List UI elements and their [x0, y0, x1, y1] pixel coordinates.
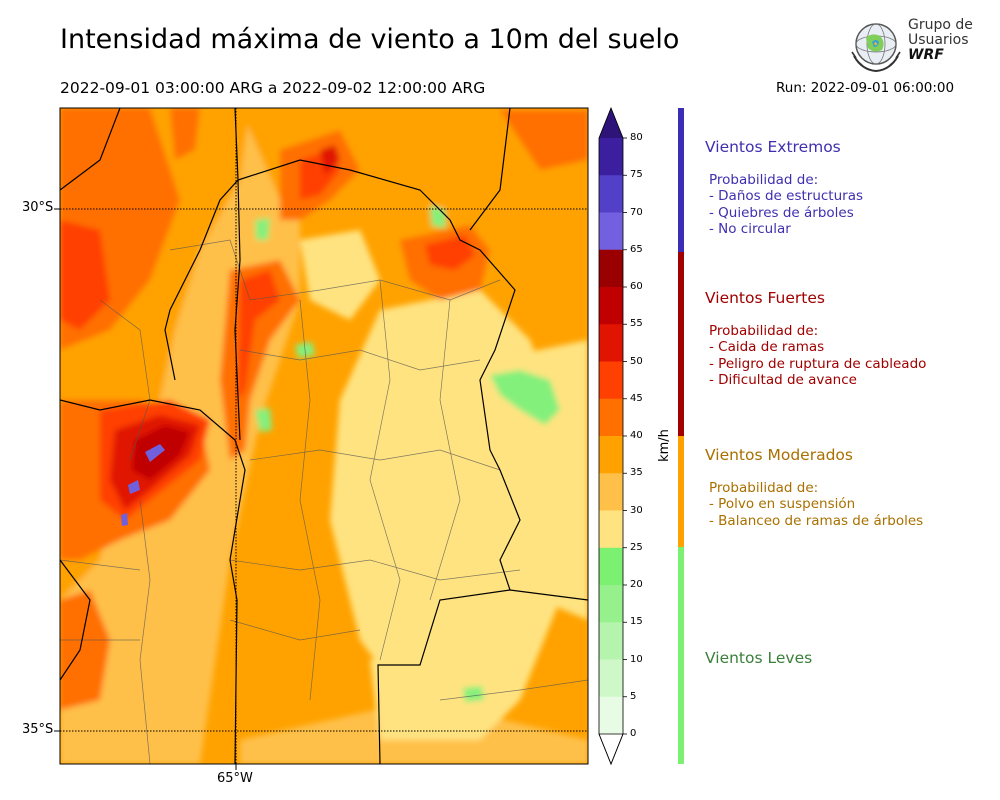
- category-title-fuertes: Vientos Fuertes: [705, 289, 825, 307]
- colorbar-segment: [599, 361, 623, 400]
- lat-label-35s: 35°S: [22, 722, 54, 737]
- category-title-extremos: Vientos Extremos: [705, 138, 841, 156]
- colorbar-extend-min: [598, 733, 624, 766]
- category-bar-segment: [678, 108, 684, 252]
- graticule: [60, 108, 588, 764]
- colorbar-segment: [599, 547, 623, 586]
- desc-line: - Dificultad de avance: [709, 371, 857, 388]
- colorbar-tick-label: 55: [630, 318, 643, 330]
- colorbar-segment: [599, 175, 623, 213]
- desc-line: Probabilidad de:: [709, 323, 819, 339]
- colorbar-tick-label: 25: [630, 541, 643, 553]
- run-timestamp: Run: 2022-09-01 06:00:00: [776, 80, 955, 96]
- category-desc-fuertes: Probabilidad de: - Caida de ramas - Peli…: [709, 323, 926, 388]
- logo-line-2: Usuarios: [908, 32, 969, 48]
- desc-line: - No circular: [709, 220, 791, 237]
- chart-title: Intensidad máxima de viento a 10m del su…: [60, 24, 680, 55]
- category-title-moderados: Vientos Moderados: [705, 446, 853, 464]
- colorbar-tick-label: 45: [630, 392, 643, 404]
- desc-line: - Daños de estructuras: [709, 188, 864, 205]
- colorbar-tick-label: 15: [630, 616, 643, 628]
- colorbar-tick-label: 20: [630, 579, 643, 590]
- lon-label-65w: 65°W: [217, 771, 253, 786]
- colorbar-tick-label: 75: [630, 169, 643, 181]
- desc-line: - Balanceo de ramas de árboles: [709, 512, 924, 529]
- colorbar-segment: [599, 659, 623, 698]
- colorbar-tick-label: 30: [630, 504, 643, 516]
- lat-label-30s: 30°S: [22, 200, 54, 215]
- category-desc-extremos: Probabilidad de: - Daños de estructuras …: [709, 172, 863, 237]
- grupo-usuarios-wrf-logo: Grupo de Usuarios WRF: [848, 16, 978, 74]
- desc-line: - Peligro de ruptura de cableado: [709, 355, 927, 372]
- colorbar-segment: [599, 696, 623, 735]
- colorbar-segment: [599, 398, 623, 437]
- desc-line: - Caida de ramas: [709, 339, 825, 356]
- desc-line: Probabilidad de:: [709, 480, 819, 496]
- colorbar-tick-label: 40: [630, 430, 643, 441]
- logo-line-3: WRF: [908, 47, 944, 63]
- department-borders: [60, 239, 588, 764]
- desc-line: Probabilidad de:: [709, 172, 819, 188]
- colorbar-unit: km/h: [656, 429, 672, 462]
- colorbar-segment: [599, 287, 623, 325]
- colorbar-segment: [599, 622, 623, 660]
- colorbar-segment: [599, 324, 623, 362]
- category-bar-segment: [678, 252, 684, 436]
- colorbar-segment: [599, 585, 623, 623]
- category-title-leves: Vientos Leves: [705, 649, 813, 667]
- map-frame: [59, 107, 589, 765]
- desc-line: - Quiebres de árboles: [709, 204, 854, 221]
- category-bar-segment: [678, 547, 684, 764]
- colorbar-extend-max: [599, 108, 623, 138]
- category-desc-moderados: Probabilidad de: - Polvo en suspensión -…: [709, 480, 923, 529]
- colorbar-tick-label: 10: [630, 653, 643, 665]
- colorbar: [598, 106, 627, 766]
- colorbar-tick-label: 60: [630, 281, 643, 292]
- logo-line-1: Grupo de: [908, 17, 973, 33]
- colorbar-segment: [599, 510, 623, 549]
- colorbar-segment: [599, 212, 623, 251]
- desc-line: - Polvo en suspensión: [709, 496, 856, 513]
- category-bars: [678, 108, 684, 764]
- colorbar-segment: [599, 436, 623, 474]
- colorbar-segment: [599, 473, 623, 511]
- colorbar-tick-label: 70: [630, 206, 643, 218]
- colorbar-segment: [599, 249, 623, 288]
- wind-field: [60, 108, 588, 764]
- globe-logo-icon: [851, 23, 901, 73]
- category-bar-segment: [678, 436, 684, 547]
- colorbar-segment: [599, 138, 623, 176]
- colorbar-tick-label: 35: [630, 467, 643, 479]
- colorbar-tick-label: 5: [630, 690, 637, 702]
- forecast-period: 2022-09-01 03:00:00 ARG a 2022-09-02 12:…: [60, 79, 486, 97]
- colorbar-tick-label: 0: [630, 728, 637, 739]
- colorbar-tick-label: 80: [630, 132, 643, 143]
- colorbar-tick-label: 65: [630, 243, 643, 255]
- colorbar-tick-label: 50: [630, 355, 643, 367]
